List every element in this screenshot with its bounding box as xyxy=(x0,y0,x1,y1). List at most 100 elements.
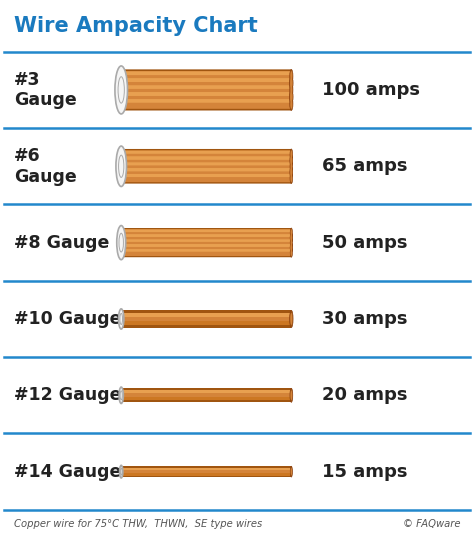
Ellipse shape xyxy=(115,66,128,114)
FancyBboxPatch shape xyxy=(124,156,292,160)
Ellipse shape xyxy=(290,161,293,172)
Bar xyxy=(121,468,292,470)
FancyBboxPatch shape xyxy=(124,239,292,242)
FancyBboxPatch shape xyxy=(124,92,292,96)
FancyBboxPatch shape xyxy=(124,77,292,90)
Text: #8 Gauge: #8 Gauge xyxy=(14,233,109,252)
Bar xyxy=(121,313,292,316)
Ellipse shape xyxy=(290,78,292,88)
FancyBboxPatch shape xyxy=(124,77,292,90)
FancyBboxPatch shape xyxy=(124,244,292,247)
Bar xyxy=(121,468,292,473)
Ellipse shape xyxy=(120,468,122,475)
Text: © FAQware: © FAQware xyxy=(402,519,460,529)
Ellipse shape xyxy=(291,150,292,159)
FancyBboxPatch shape xyxy=(124,151,292,154)
Ellipse shape xyxy=(290,155,293,166)
FancyBboxPatch shape xyxy=(124,168,292,176)
Ellipse shape xyxy=(291,239,292,246)
Bar xyxy=(121,181,292,183)
Ellipse shape xyxy=(290,388,293,402)
FancyBboxPatch shape xyxy=(124,244,292,247)
Bar xyxy=(121,390,292,400)
Ellipse shape xyxy=(290,155,293,166)
Text: #3
Gauge: #3 Gauge xyxy=(14,71,77,109)
FancyBboxPatch shape xyxy=(124,71,292,75)
Bar xyxy=(121,255,292,257)
Text: 20 amps: 20 amps xyxy=(322,386,408,404)
FancyBboxPatch shape xyxy=(124,233,292,243)
Ellipse shape xyxy=(290,92,292,102)
Ellipse shape xyxy=(290,92,292,102)
FancyBboxPatch shape xyxy=(124,90,292,103)
FancyBboxPatch shape xyxy=(124,78,292,82)
Bar xyxy=(121,468,292,475)
FancyBboxPatch shape xyxy=(124,229,292,237)
FancyBboxPatch shape xyxy=(124,70,292,83)
Ellipse shape xyxy=(290,466,292,477)
Ellipse shape xyxy=(290,77,293,90)
FancyBboxPatch shape xyxy=(124,149,292,160)
FancyBboxPatch shape xyxy=(124,249,292,256)
Ellipse shape xyxy=(290,313,292,325)
FancyBboxPatch shape xyxy=(124,92,292,96)
Ellipse shape xyxy=(291,234,292,241)
Text: 65 amps: 65 amps xyxy=(322,157,408,175)
FancyBboxPatch shape xyxy=(124,168,292,171)
Ellipse shape xyxy=(291,244,292,251)
Ellipse shape xyxy=(116,146,127,186)
Bar xyxy=(121,391,292,397)
FancyBboxPatch shape xyxy=(124,97,292,110)
Text: #12 Gauge: #12 Gauge xyxy=(14,386,121,404)
Bar xyxy=(121,314,292,321)
Ellipse shape xyxy=(120,313,123,324)
Ellipse shape xyxy=(291,168,292,176)
Ellipse shape xyxy=(290,167,293,178)
FancyBboxPatch shape xyxy=(124,168,292,171)
Ellipse shape xyxy=(118,77,124,103)
FancyBboxPatch shape xyxy=(124,233,292,243)
FancyBboxPatch shape xyxy=(124,150,292,159)
Ellipse shape xyxy=(291,249,292,256)
Bar xyxy=(121,70,292,72)
Ellipse shape xyxy=(290,99,292,109)
Ellipse shape xyxy=(119,465,123,478)
FancyBboxPatch shape xyxy=(124,167,292,178)
FancyBboxPatch shape xyxy=(124,78,292,88)
Ellipse shape xyxy=(290,71,292,81)
FancyBboxPatch shape xyxy=(124,174,292,182)
Bar xyxy=(121,310,292,328)
Ellipse shape xyxy=(290,149,293,160)
Ellipse shape xyxy=(117,225,126,260)
FancyBboxPatch shape xyxy=(124,244,292,251)
Ellipse shape xyxy=(290,243,292,252)
FancyBboxPatch shape xyxy=(124,228,292,238)
Ellipse shape xyxy=(290,90,293,103)
Ellipse shape xyxy=(290,78,292,88)
Ellipse shape xyxy=(291,468,292,475)
FancyBboxPatch shape xyxy=(124,234,292,237)
Text: Wire Ampacity Chart: Wire Ampacity Chart xyxy=(14,16,258,36)
Ellipse shape xyxy=(290,228,292,238)
FancyBboxPatch shape xyxy=(124,161,292,172)
Ellipse shape xyxy=(291,234,292,241)
FancyBboxPatch shape xyxy=(124,243,292,252)
FancyBboxPatch shape xyxy=(124,85,292,89)
Bar xyxy=(121,150,292,151)
FancyBboxPatch shape xyxy=(124,162,292,165)
FancyBboxPatch shape xyxy=(124,234,292,237)
Bar xyxy=(121,229,292,230)
FancyBboxPatch shape xyxy=(124,172,292,184)
FancyBboxPatch shape xyxy=(124,249,292,252)
Ellipse shape xyxy=(290,77,293,90)
FancyBboxPatch shape xyxy=(124,230,292,232)
Bar xyxy=(121,108,292,110)
FancyBboxPatch shape xyxy=(124,92,292,102)
Ellipse shape xyxy=(291,174,292,182)
Bar xyxy=(121,466,292,477)
FancyBboxPatch shape xyxy=(124,238,292,247)
FancyBboxPatch shape xyxy=(124,167,292,178)
Ellipse shape xyxy=(119,233,123,252)
Ellipse shape xyxy=(291,156,292,165)
Ellipse shape xyxy=(290,247,292,257)
